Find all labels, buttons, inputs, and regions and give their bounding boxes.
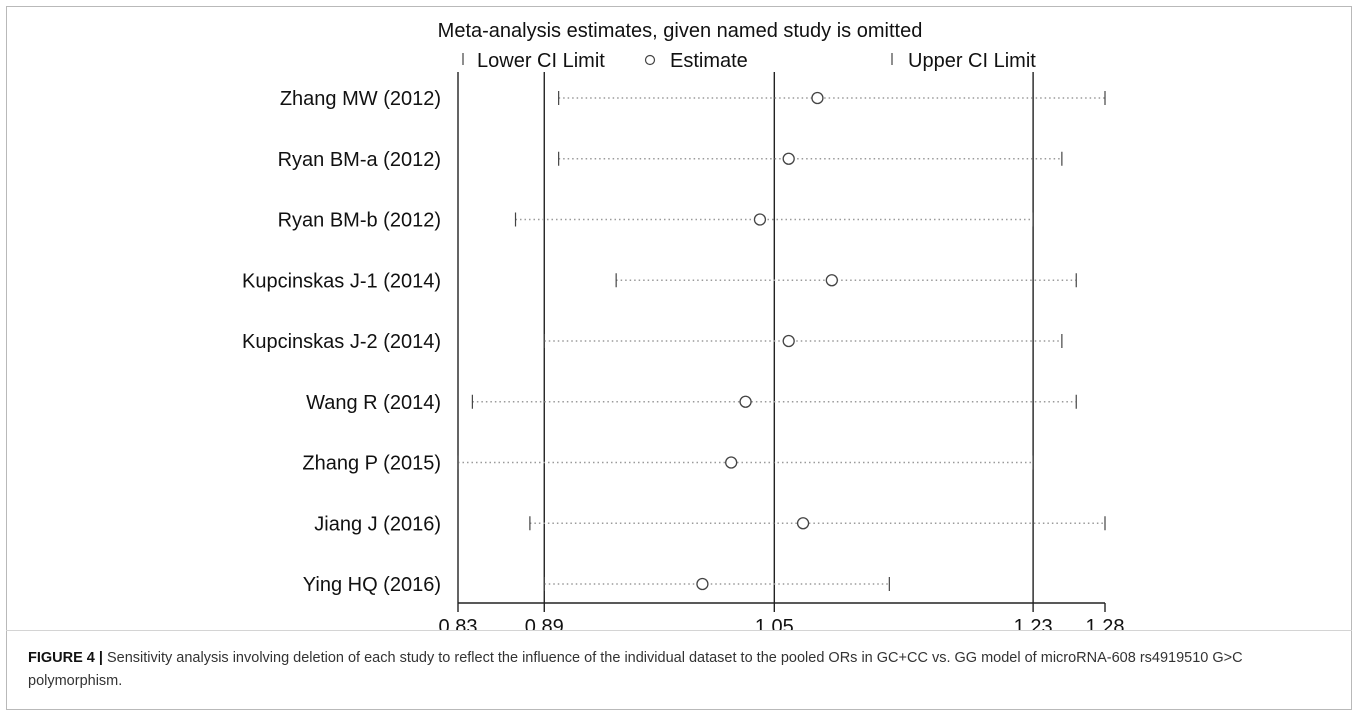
sensitivity-forest-plot: Meta-analysis estimates, given named stu…: [242, 20, 1125, 631]
study-label: Jiang J (2016): [314, 513, 441, 535]
estimate-marker: [811, 91, 824, 105]
figure-caption: FIGURE 4 | Sensitivity analysis involvin…: [28, 647, 1338, 693]
study-label: Ryan BM-a (2012): [278, 149, 441, 171]
legend-entry-label: Lower CI Limit: [477, 50, 605, 72]
study-label: Kupcinskas J-1 (2014): [242, 270, 441, 292]
study-label: Ying HQ (2016): [303, 574, 441, 596]
x-tick-label: 0.89: [525, 616, 564, 631]
x-tick-label: 1.05: [755, 616, 794, 631]
estimate-marker: [696, 577, 709, 591]
chart-title: Meta-analysis estimates, given named stu…: [438, 20, 923, 42]
legend-circle-symbol: [644, 54, 656, 66]
estimate-marker: [825, 274, 838, 287]
study-label: Zhang MW (2012): [280, 88, 441, 110]
figure-frame: Meta-analysis estimates, given named stu…: [6, 6, 1352, 710]
study-label: Wang R (2014): [306, 392, 441, 414]
estimate-marker: [739, 395, 752, 408]
x-tick-label: 0.83: [439, 616, 478, 631]
figure-caption-text: Sensitivity analysis involving deletion …: [28, 650, 1243, 689]
estimate-marker: [725, 456, 738, 469]
study-label: Kupcinskas J-2 (2014): [242, 331, 441, 353]
caption-divider: [6, 630, 1352, 631]
estimate-marker: [782, 152, 795, 165]
study-label: Zhang P (2015): [302, 453, 441, 475]
legend-entry-label: Upper CI Limit: [908, 50, 1036, 72]
x-tick-label: 1.28: [1086, 616, 1125, 631]
study-label: Ryan BM-b (2012): [278, 210, 441, 232]
figure-label-separator: |: [98, 650, 103, 666]
estimate-marker: [796, 517, 810, 530]
x-tick-label: 1.23: [1014, 616, 1053, 631]
estimate-marker: [782, 334, 795, 348]
legend-entry-label: Estimate: [670, 50, 748, 72]
estimate-marker: [753, 213, 767, 226]
figure-label: FIGURE 4: [28, 650, 95, 666]
